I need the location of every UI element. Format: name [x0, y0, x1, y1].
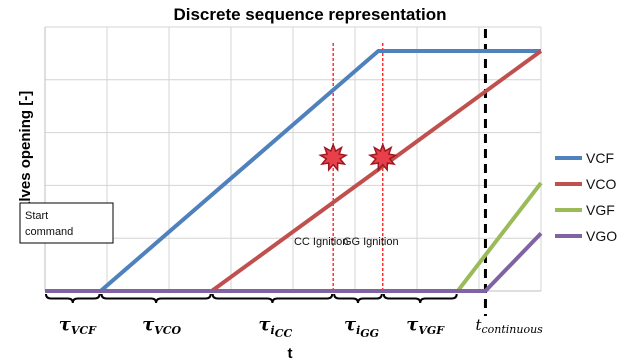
legend-label-vcf: VCF: [586, 150, 614, 166]
interval-label-4: τVGF: [406, 314, 445, 337]
interval-label-subsub-3: GG: [360, 327, 379, 340]
start-command-line2: command: [25, 226, 73, 238]
interval-brace-3: [333, 293, 383, 304]
start-command-box: Start command: [19, 202, 114, 244]
chart-title: Discrete sequence representation: [173, 5, 446, 24]
ignition-label-1: GG Ignition: [343, 236, 399, 248]
t-continuous-label: tcontinuous: [475, 316, 543, 336]
interval-brace-0: [45, 293, 101, 304]
vertical-markers: [332, 29, 487, 316]
interval-label-1: τVCO: [142, 314, 181, 337]
interval-label-sub-1: VCO: [154, 324, 181, 337]
interval-brace-4: [382, 293, 458, 304]
t-continuous-sub: continuous: [481, 323, 543, 336]
interval-brace-2: [211, 293, 334, 304]
interval-label-sub-3: i: [356, 324, 360, 337]
series-line-vgo: [45, 232, 543, 293]
legend-label-vco: VCO: [586, 176, 616, 192]
grid: [44, 26, 542, 292]
interval-label-sub-2: i: [271, 324, 275, 337]
legend-label-vgf: VGF: [586, 202, 615, 218]
interval-label-subsub-2: CC: [275, 327, 293, 340]
ignition-burst-0: [318, 142, 349, 172]
interval-label-0: τVCF: [59, 314, 97, 337]
ignition-burst-1: [367, 142, 398, 172]
start-command-line1: Start: [25, 210, 48, 222]
interval-label-sub-4: VGF: [418, 324, 445, 337]
interval-label-2: τiCC: [258, 314, 292, 340]
interval-label-3: τiGG: [344, 314, 379, 340]
legend-label-vgo: VGO: [586, 228, 617, 244]
ignition-label-0: CC Ignition: [294, 236, 348, 248]
y-axis-label: Valves opening [-]: [17, 91, 34, 219]
interval-brace-1: [100, 293, 212, 304]
legend: VCF VCO VGF VGO: [555, 150, 617, 244]
interval-braces: τVCF τVCO τiCC τiGG τVGF tcontinuous: [45, 293, 543, 340]
x-axis-label: t: [288, 345, 293, 362]
series-lines: [45, 49, 543, 293]
interval-label-sub-0: VCF: [71, 324, 97, 337]
